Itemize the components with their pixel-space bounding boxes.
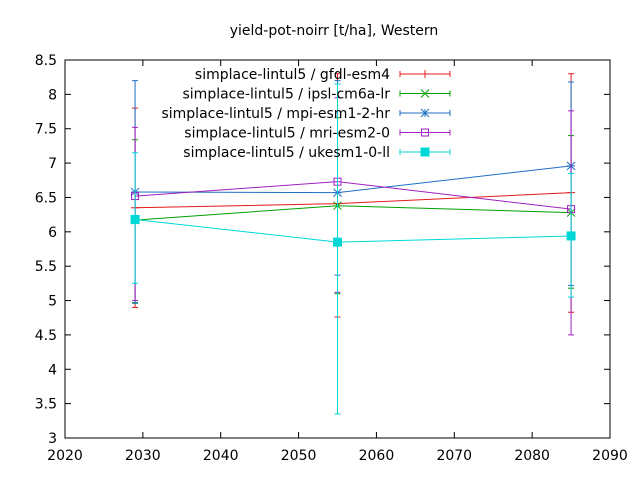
x-tick-label: 2050: [281, 448, 317, 464]
y-tick-label: 8.5: [35, 53, 57, 69]
legend-marker: [420, 108, 430, 118]
series-layer: [130, 73, 576, 415]
marker-stroke: [420, 108, 430, 118]
legend-label: simplace-lintul5 / gfdl-esm4: [195, 67, 390, 83]
x-tick-label: 2090: [592, 448, 628, 464]
axes: 2020 2030 2040 2050 2060 2070 2080 2090 3 3.5 4 4.5…: [35, 53, 628, 464]
marker-square: [566, 231, 576, 241]
y-tick-label: 5.5: [35, 259, 57, 275]
legend-entry-3: simplace-lintul5 / mpi-esm1-2-hr: [161, 106, 451, 122]
x-tick-label: 2070: [436, 448, 472, 464]
legend-marker: [421, 70, 429, 78]
marker-square: [421, 128, 429, 137]
series-line: [135, 192, 572, 209]
y-tick-label: 7: [48, 156, 57, 172]
x-tick-label: 2040: [203, 448, 239, 464]
legend-entry-5: simplace-lintul5 / ukesm1-0-ll: [183, 145, 451, 161]
x-tick-label: 2030: [125, 448, 161, 464]
legend-label: simplace-lintul5 / ipsl-cm6a-lr: [183, 87, 391, 103]
y-tick-label: 6: [48, 225, 57, 241]
marker-stroke: [420, 89, 430, 98]
x-tick-label: 2060: [359, 448, 395, 464]
x-tick-label: 2080: [514, 448, 550, 464]
legend-marker: [420, 147, 430, 157]
x-tick-label: 2020: [47, 448, 83, 464]
series-line: [135, 218, 572, 243]
legend-marker: [421, 128, 429, 137]
legend-label: simplace-lintul5 / mri-esm2-0: [184, 126, 390, 142]
series-5: [130, 83, 576, 415]
y-tick-label: 4: [48, 362, 57, 378]
legend-entry-1: simplace-lintul5 / gfdl-esm4: [195, 67, 451, 83]
series-line: [135, 165, 572, 194]
y-tick-label: 8: [48, 87, 57, 103]
y-tick-label: 3.5: [35, 397, 57, 413]
marker-square: [333, 237, 342, 247]
y-tick-label: 5: [48, 294, 57, 310]
data-point: [333, 237, 342, 247]
legend-label: simplace-lintul5 / mpi-esm1-2-hr: [161, 106, 390, 122]
legend: simplace-lintul5 / gfdl-esm4 simplace-lin…: [161, 67, 451, 161]
legend-label: simplace-lintul5 / ukesm1-0-ll: [183, 145, 390, 161]
marker-square: [130, 214, 140, 224]
y-tick-label: 4.5: [35, 328, 57, 344]
marker-square: [420, 147, 430, 157]
data-point: [130, 214, 140, 224]
data-point: [566, 231, 576, 241]
chart-title: yield-pot-noirr [t/ha], Western: [230, 23, 439, 39]
plot-frame: [64, 59, 611, 439]
y-tick-label: 7.5: [35, 122, 57, 138]
legend-entry-2: simplace-lintul5 / ipsl-cm6a-lr: [183, 87, 451, 103]
legend-marker: [420, 89, 430, 98]
series-line: [135, 205, 572, 221]
legend-entry-4: simplace-lintul5 / mri-esm2-0: [184, 126, 451, 142]
y-tick-label: 6.5: [35, 190, 57, 206]
y-tick-label: 3: [48, 431, 57, 447]
